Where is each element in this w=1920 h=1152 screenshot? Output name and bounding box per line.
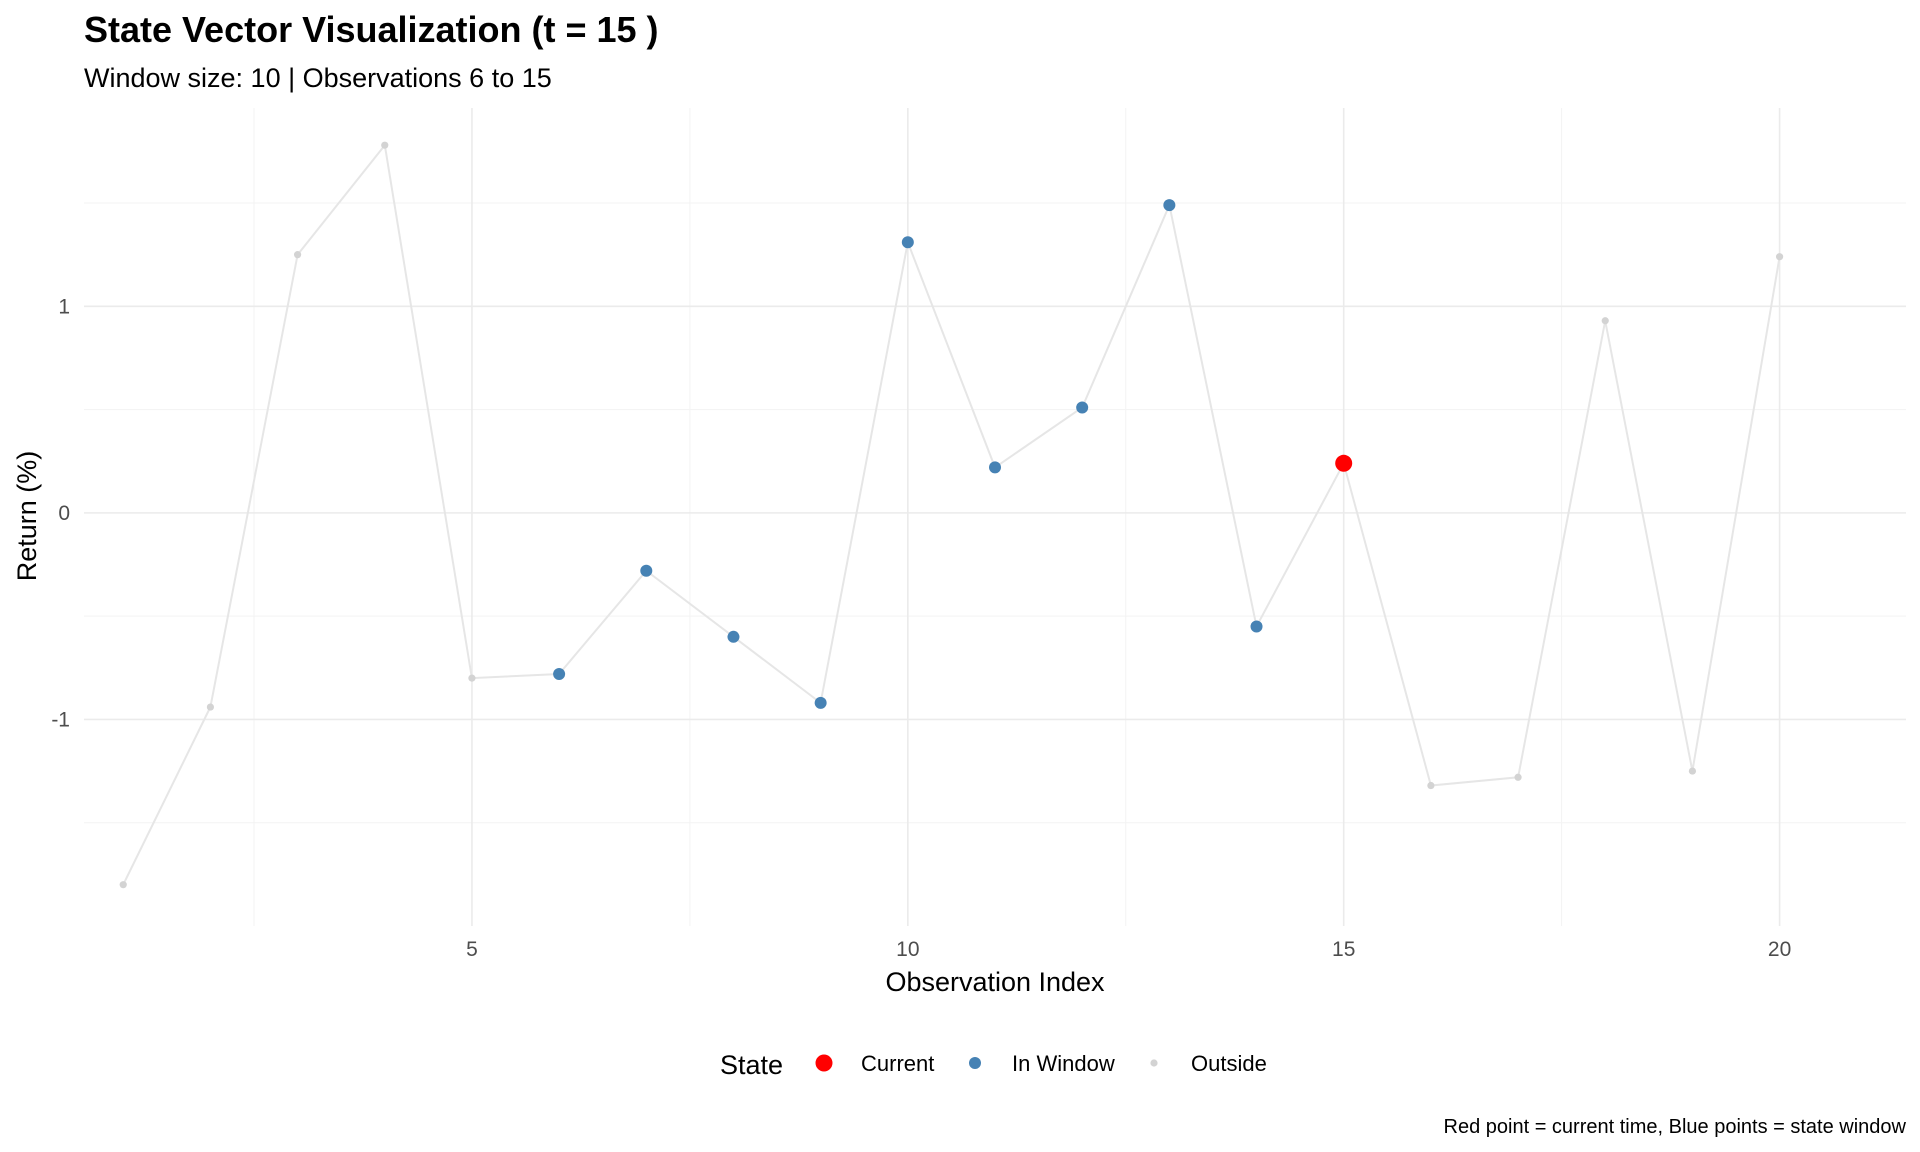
outside-point: [119, 881, 127, 889]
in-window-point: [640, 564, 653, 577]
legend-title: State: [720, 1050, 783, 1080]
outside-point: [1775, 253, 1784, 261]
outside-point: [468, 674, 476, 682]
x-tick-label: 20: [1768, 938, 1791, 961]
x-tick-label: 15: [1332, 938, 1355, 961]
outside-point: [381, 141, 389, 149]
chart-title: State Vector Visualization (t = 15 ): [84, 9, 659, 50]
in-window-point: [901, 236, 914, 249]
y-tick-label: -1: [51, 708, 70, 731]
chart-caption: Red point = current time, Blue points = …: [1444, 1116, 1907, 1138]
in-window-point: [727, 630, 740, 643]
in-window-point: [814, 696, 827, 709]
y-tick-label: 1: [58, 295, 70, 318]
x-axis-title: Observation Index: [885, 967, 1105, 997]
outside-point: [1601, 317, 1609, 325]
data-points: [119, 141, 1784, 889]
in-window-point: [989, 461, 1001, 474]
y-axis-ticks: -1 0 1: [51, 295, 70, 731]
legend-in-window-key: [969, 1057, 981, 1069]
x-axis-ticks: 5 10 15 20: [466, 938, 1791, 961]
in-window-point: [553, 667, 566, 680]
outside-point: [1688, 767, 1697, 775]
legend-outside-label: Outside: [1191, 1051, 1267, 1076]
legend-current-label: Current: [861, 1051, 934, 1076]
outside-point: [1514, 773, 1522, 781]
legend: State Current In Window Outside: [720, 1050, 1267, 1080]
outside-point: [206, 703, 215, 711]
legend-current-key: [815, 1054, 833, 1072]
outside-point: [1427, 781, 1435, 790]
grid: [84, 108, 1906, 926]
return-line: [122, 142, 1781, 886]
y-axis-title: Return (%): [12, 451, 42, 582]
series-line: [122, 142, 1781, 886]
in-window-point: [1163, 199, 1176, 212]
legend-outside-key: [1150, 1059, 1158, 1067]
current-point: [1335, 454, 1353, 472]
in-window-point: [1250, 620, 1263, 633]
x-tick-label: 10: [896, 938, 919, 961]
in-window-point: [1076, 401, 1089, 414]
x-tick-label: 5: [466, 938, 478, 961]
chart-subtitle: Window size: 10 | Observations 6 to 15: [84, 63, 552, 93]
y-tick-label: 0: [58, 502, 70, 525]
outside-point: [293, 251, 302, 259]
legend-in-window-label: In Window: [1012, 1051, 1115, 1076]
